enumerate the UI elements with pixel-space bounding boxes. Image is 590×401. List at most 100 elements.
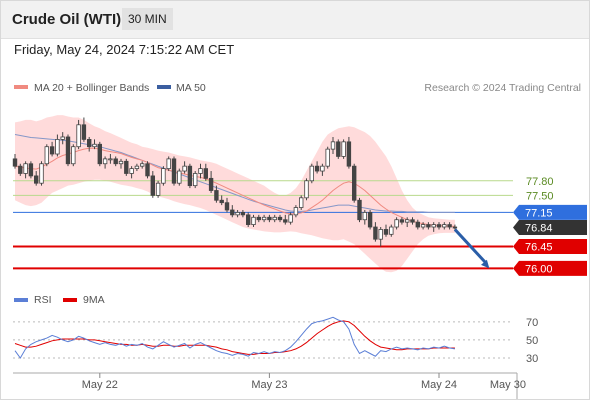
candle <box>452 224 458 230</box>
candle <box>346 136 352 169</box>
candle-body <box>330 141 336 150</box>
candle <box>230 205 235 218</box>
candle-body <box>81 124 87 140</box>
candle-body <box>60 136 65 140</box>
candle <box>18 163 23 176</box>
candle <box>44 144 49 167</box>
candle-body <box>283 219 288 223</box>
candle <box>383 224 389 237</box>
candle <box>288 212 293 225</box>
x-tick-label: May 24 <box>421 379 457 391</box>
candle <box>28 161 34 179</box>
candle-body <box>145 163 150 177</box>
candle <box>367 209 373 230</box>
candle <box>219 195 224 206</box>
candle <box>214 185 219 203</box>
candle <box>65 134 71 167</box>
candle-body <box>198 168 203 174</box>
candle-body <box>404 219 410 223</box>
candle-body <box>150 175 155 196</box>
candle-body <box>304 180 309 199</box>
candle <box>108 154 113 164</box>
candle <box>224 197 230 213</box>
candle <box>166 156 171 172</box>
candle <box>182 161 187 174</box>
legend-9ma-label: 9MA <box>83 294 105 306</box>
candle <box>357 197 362 223</box>
candle <box>208 171 214 193</box>
candle <box>378 227 383 247</box>
legend-ma20-swatch <box>14 85 28 89</box>
candle-body <box>410 219 415 223</box>
candle-body <box>187 165 193 187</box>
candle-body <box>102 158 108 165</box>
candle-body <box>346 141 352 167</box>
candle <box>272 214 277 223</box>
candle <box>171 156 177 186</box>
candle-body <box>240 212 246 216</box>
candle <box>399 217 405 225</box>
candle <box>420 222 426 230</box>
candle <box>283 214 288 225</box>
rsi-ma-line <box>14 320 455 355</box>
candle-body <box>12 158 18 167</box>
candle <box>362 209 367 225</box>
candle-body <box>235 212 240 216</box>
candle-body <box>373 226 378 240</box>
legend-9ma-swatch <box>63 298 77 302</box>
candle-body <box>92 143 97 148</box>
candle-body <box>357 199 362 221</box>
candle <box>261 214 267 223</box>
interval-button[interactable]: 30 MIN <box>122 8 173 30</box>
candle-body <box>108 158 113 161</box>
header-bar: Crude Oil (WTI) 30 MIN <box>1 1 589 39</box>
candle <box>309 163 314 184</box>
candle-body <box>134 165 140 170</box>
candle <box>81 117 87 142</box>
candle-body <box>219 199 224 204</box>
candle <box>71 144 76 167</box>
candle-body <box>214 190 219 201</box>
level-label-resistance: 77.50 <box>526 190 554 202</box>
candle-body <box>97 143 102 165</box>
legend-rsi-label: RSI <box>34 294 52 306</box>
candle <box>436 222 442 230</box>
candle <box>389 224 394 237</box>
candle-body <box>383 229 389 235</box>
candle <box>177 168 182 186</box>
candle-body <box>288 214 293 223</box>
candle-body <box>452 226 458 229</box>
candle <box>267 214 272 223</box>
candle-body <box>49 146 55 155</box>
level-tag-pivot: 77.15 <box>513 204 587 220</box>
candle-body <box>431 224 436 228</box>
candle-body <box>39 163 44 184</box>
level-tag-bg <box>513 204 587 220</box>
candle-body <box>261 216 267 221</box>
candle-body <box>442 224 447 228</box>
candle <box>76 119 81 150</box>
x-tick-label: May 22 <box>82 379 118 391</box>
candle-body <box>399 219 405 223</box>
candle-body <box>161 168 166 184</box>
level-label-pivot: 77.15 <box>525 207 553 219</box>
candle <box>161 166 166 186</box>
candle <box>394 217 399 230</box>
candle <box>129 166 134 179</box>
candle <box>245 212 251 228</box>
candle-body <box>113 158 118 165</box>
candle-body <box>298 197 304 208</box>
candle-body <box>139 163 145 167</box>
candle-body <box>320 165 325 172</box>
candle-body <box>166 158 171 170</box>
level-label-resistance: 77.80 <box>526 176 554 188</box>
candle <box>155 180 161 198</box>
candle-body <box>325 148 330 167</box>
candle-body <box>65 136 71 165</box>
candle <box>431 222 436 232</box>
candle-body <box>272 216 277 221</box>
level-tag-bg <box>513 220 587 236</box>
candle-body <box>351 165 357 201</box>
candle-body <box>23 163 28 174</box>
